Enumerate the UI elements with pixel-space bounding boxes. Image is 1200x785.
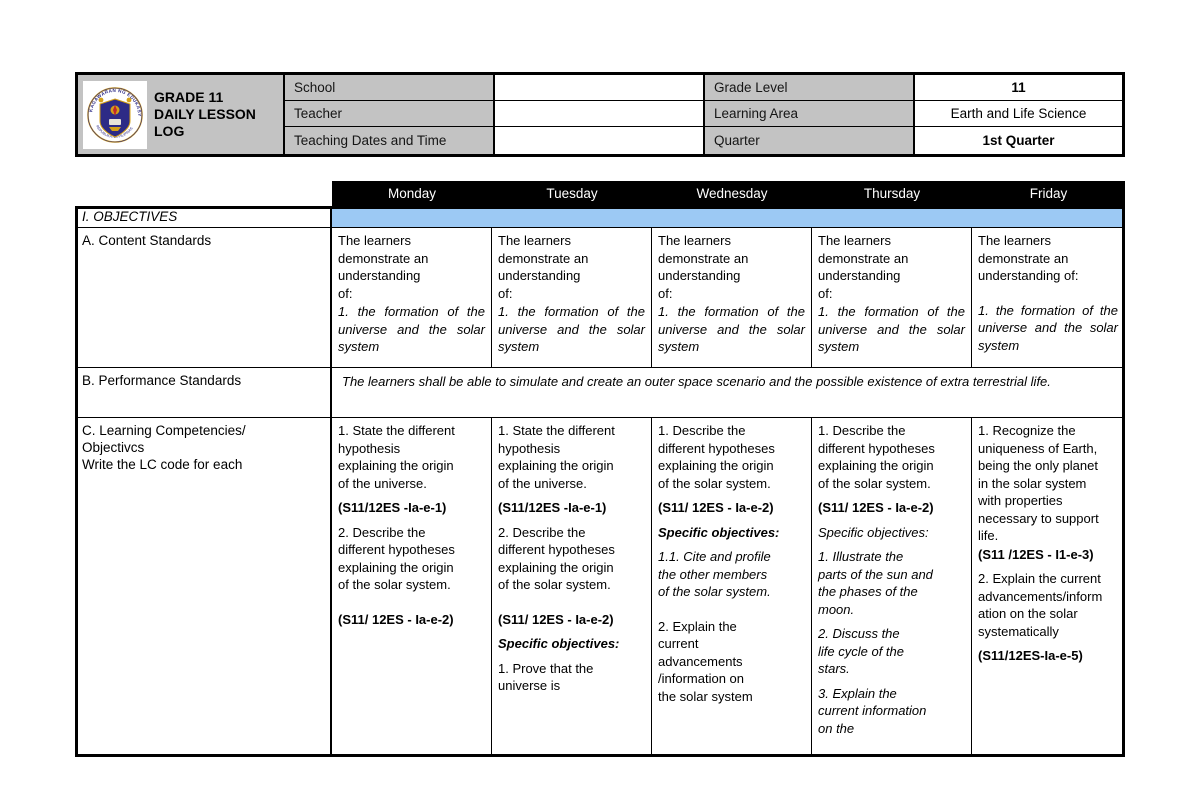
learning-competencies-monday: 1. State the different hypothesis explai… <box>332 418 492 757</box>
school-value-field[interactable] <box>495 75 705 101</box>
grade-level-value: 11 <box>915 75 1122 101</box>
content-standards-monday: The learners demonstrate an understandin… <box>332 228 492 368</box>
content-standards-tuesday: The learners demonstrate an understandin… <box>492 228 652 368</box>
content-standards-wednesday: The learners demonstrate an understandin… <box>652 228 812 368</box>
teaching-dates-value-field[interactable] <box>495 127 705 154</box>
header-table: KAGAWARAN NG EDUKASYON REPUBLIKA NG PILI… <box>75 72 1125 157</box>
learning-competencies-label: C. Learning Competencies/ Objectivcs Wri… <box>75 418 332 757</box>
objectives-band <box>332 206 1125 228</box>
learning-competencies-friday: 1. Recognize the uniqueness of Earth, be… <box>972 418 1125 757</box>
learning-competencies-thursday: 1. Describe the different hypotheses exp… <box>812 418 972 757</box>
learning-competencies-tuesday: 1. State the different hypothesis explai… <box>492 418 652 757</box>
school-label: School <box>285 75 495 101</box>
content-standards-friday: The learners demonstrate an understandin… <box>972 228 1125 368</box>
content-standards-label: A. Content Standards <box>75 228 332 368</box>
performance-standards-label: B. Performance Standards <box>75 368 332 418</box>
learning-area-value: Earth and Life Science <box>915 101 1122 127</box>
learning-area-label: Learning Area <box>705 101 915 127</box>
day-header-tuesday: Tuesday <box>492 181 652 206</box>
day-header-thursday: Thursday <box>812 181 972 206</box>
quarter-value: 1st Quarter <box>915 127 1122 154</box>
grade-level-label: Grade Level <box>705 75 915 101</box>
logo-title-cell: KAGAWARAN NG EDUKASYON REPUBLIKA NG PILI… <box>78 75 285 154</box>
content-standards-thursday: The learners demonstrate an understandin… <box>812 228 972 368</box>
day-header-spacer <box>75 181 332 206</box>
deped-seal-icon: KAGAWARAN NG EDUKASYON REPUBLIKA NG PILI… <box>83 80 147 149</box>
performance-standards-cell: The learners shall be able to simulate a… <box>332 368 1125 418</box>
day-header-monday: Monday <box>332 181 492 206</box>
day-header-friday: Friday <box>972 181 1125 206</box>
teacher-label: Teacher <box>285 101 495 127</box>
teacher-value-field[interactable] <box>495 101 705 127</box>
document-title: GRADE 11 DAILY LESSON LOG <box>154 89 256 139</box>
objectives-section-label: I. OBJECTIVES <box>75 206 332 228</box>
quarter-label: Quarter <box>705 127 915 154</box>
day-header-wednesday: Wednesday <box>652 181 812 206</box>
lesson-log-table: Monday Tuesday Wednesday Thursday Friday… <box>75 181 1125 757</box>
learning-competencies-wednesday: 1. Describe the different hypotheses exp… <box>652 418 812 757</box>
teaching-dates-label: Teaching Dates and Time <box>285 127 495 154</box>
